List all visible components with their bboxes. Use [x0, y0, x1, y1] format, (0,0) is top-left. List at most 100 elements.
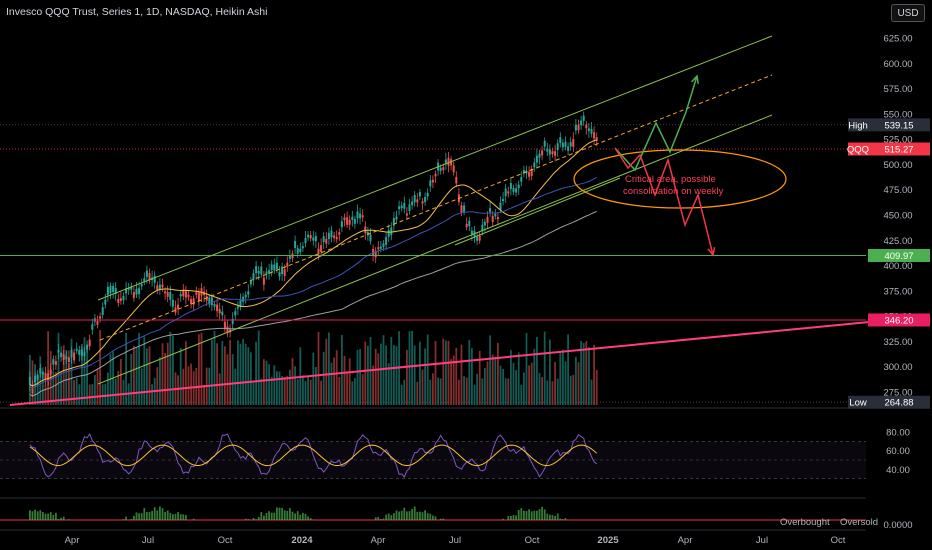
- oscillator-bar: [424, 510, 426, 520]
- chart-title: Invesco QQQ Trust, Series 1, 1D, NASDAQ,…: [6, 6, 268, 18]
- bullish-projection-arrow-head: [691, 74, 699, 85]
- bearish-projection-arrow[interactable]: [614, 147, 714, 256]
- volume-bar: [309, 379, 312, 405]
- candle-body: [574, 124, 577, 131]
- candle-body: [395, 216, 398, 220]
- candle-body: [70, 349, 73, 358]
- candle-body: [403, 203, 406, 209]
- candle-body: [268, 270, 271, 274]
- candle-body: [455, 176, 458, 184]
- volume-bar: [294, 366, 296, 405]
- volume-bar: [179, 347, 182, 405]
- candle-body: [296, 248, 299, 254]
- channel-mid-line[interactable]: [99, 74, 773, 341]
- candle-body: [96, 321, 99, 325]
- candle-body: [408, 204, 411, 211]
- low-price-tag: [868, 395, 930, 409]
- volume-bar: [382, 335, 385, 405]
- volume-bar: [177, 375, 179, 405]
- candle-body: [520, 177, 523, 182]
- volume-bar: [418, 341, 421, 405]
- volume-bar: [281, 375, 283, 405]
- candle-body: [460, 205, 463, 213]
- candle-body: [483, 221, 486, 226]
- inner-trend-line[interactable]: [454, 177, 621, 246]
- volume-bar: [483, 367, 486, 405]
- candle-body: [86, 344, 89, 350]
- oscillator-bar: [307, 516, 309, 520]
- rsi-tick-label: 80.00: [886, 428, 910, 439]
- oscillator-bar: [543, 509, 546, 520]
- oscillator-bar: [151, 510, 153, 520]
- volume-bar: [301, 375, 304, 405]
- volume-bar: [590, 379, 593, 405]
- candle-body: [418, 192, 421, 197]
- candle-body: [364, 226, 367, 234]
- volume-bar: [442, 338, 445, 405]
- volume-bar: [538, 373, 541, 405]
- candle-body: [210, 297, 213, 306]
- candle-body: [270, 264, 273, 271]
- candle-body: [67, 357, 70, 363]
- oscillator-bar: [41, 512, 44, 520]
- oscillator-bar: [507, 515, 510, 520]
- candle-body: [343, 217, 346, 221]
- candle-body: [39, 368, 42, 374]
- oscillator-bar: [257, 517, 260, 520]
- candle-body: [218, 309, 221, 314]
- volume-bar: [520, 384, 523, 405]
- long-term-trend-line[interactable]: [9, 316, 921, 406]
- candle-body: [390, 227, 393, 236]
- candle-body: [122, 296, 125, 301]
- volume-bar: [288, 369, 291, 405]
- candle-body: [491, 215, 494, 222]
- candle-body: [127, 287, 130, 290]
- volume-bar: [197, 334, 200, 405]
- bullish-projection-arrow[interactable]: [614, 75, 698, 172]
- candle-body: [476, 236, 479, 241]
- volume-bar: [223, 346, 226, 405]
- candle-body: [421, 201, 424, 204]
- candle-body: [223, 321, 226, 330]
- support-price-tag-value: 409.97: [884, 251, 913, 262]
- oscillator-bar: [421, 512, 424, 520]
- volume-bar: [265, 360, 268, 405]
- price-tick-label: 425.00: [883, 236, 912, 247]
- currency-button[interactable]: USD: [891, 4, 925, 22]
- candle-body: [577, 124, 580, 131]
- oscillator-bar: [36, 511, 39, 520]
- candle-body: [554, 151, 557, 156]
- volume-bar: [330, 362, 333, 405]
- volume-bar: [320, 380, 322, 405]
- volume-bar: [593, 344, 595, 405]
- oscillator-bar: [169, 512, 172, 520]
- candle-body: [73, 352, 76, 361]
- oscillator-bar: [270, 512, 273, 520]
- candle-body: [528, 171, 531, 177]
- volume-bar: [572, 374, 575, 405]
- channel-upper-line[interactable]: [97, 35, 773, 301]
- candle-body: [535, 155, 538, 163]
- oscillator-bar: [247, 519, 250, 520]
- volume-bar: [255, 341, 257, 405]
- candle-body: [184, 289, 187, 298]
- volume-bar: [377, 353, 380, 405]
- candle-body: [49, 369, 52, 375]
- time-tick-label: Oct: [831, 535, 846, 546]
- candle-body: [551, 151, 554, 155]
- oscillator-bar: [182, 514, 185, 520]
- oscillator-tick-label: 0.0000: [883, 520, 912, 531]
- candle-body: [330, 230, 333, 238]
- oscillator-bar: [403, 507, 406, 520]
- volume-bar: [96, 368, 99, 405]
- candle-body: [556, 143, 559, 150]
- volume-bar: [408, 331, 411, 405]
- volume-bar: [239, 343, 242, 405]
- channel-lower-line[interactable]: [97, 114, 773, 385]
- oscillator-bar: [125, 516, 127, 520]
- oscillator-bar: [395, 510, 398, 520]
- volume-bar: [125, 332, 127, 405]
- oscillator-bar: [392, 513, 395, 520]
- volume-bar: [101, 384, 104, 405]
